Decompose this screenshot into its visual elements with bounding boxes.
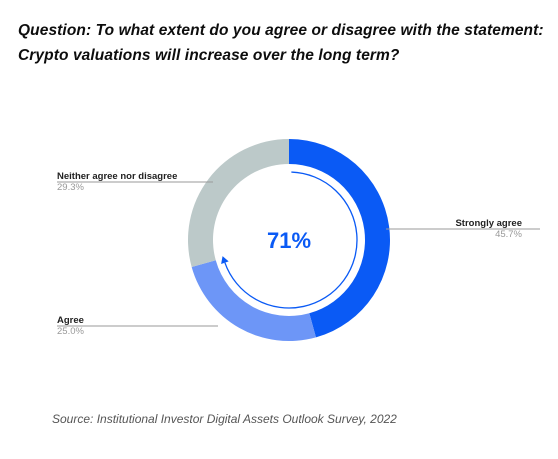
- slice-label-neither-agree-nor-disagree: Neither agree nor disagree: [57, 171, 177, 182]
- slice-label-agree: Agree: [57, 315, 84, 326]
- agreement-arc-arrowhead: [221, 256, 229, 265]
- slice-value-strongly-agree: 45.7%: [495, 229, 522, 240]
- slice-value-agree: 25.0%: [57, 326, 84, 337]
- chart-question: Question: To what extent do you agree or…: [18, 18, 550, 68]
- question-line-2: Crypto valuations will increase over the…: [18, 47, 400, 64]
- inner-arc-layer: [221, 171, 358, 309]
- slice-neither-agree-nor-disagree: [188, 139, 289, 267]
- slices-layer: [188, 139, 390, 341]
- question-line-1: Question: To what extent do you agree or…: [18, 22, 544, 39]
- leader-layer: [57, 181, 540, 327]
- center-percent-label: 71%: [267, 228, 311, 253]
- source-note: Source: Institutional Investor Digital A…: [52, 412, 397, 426]
- slice-label-strongly-agree: Strongly agree: [455, 218, 522, 229]
- slice-strongly-agree: [289, 139, 390, 338]
- agreement-arc: [224, 171, 358, 309]
- slice-value-neither-agree-nor-disagree: 29.3%: [57, 182, 84, 193]
- slice-agree: [191, 260, 316, 341]
